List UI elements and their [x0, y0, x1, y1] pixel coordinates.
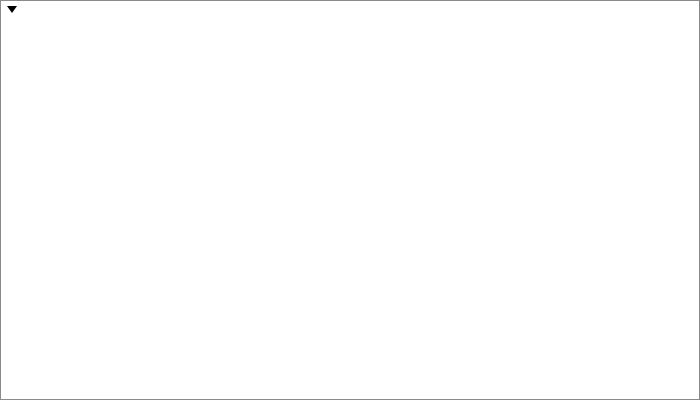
symbol-dropdown-icon[interactable] — [7, 5, 17, 13]
chart-title — [7, 3, 33, 15]
